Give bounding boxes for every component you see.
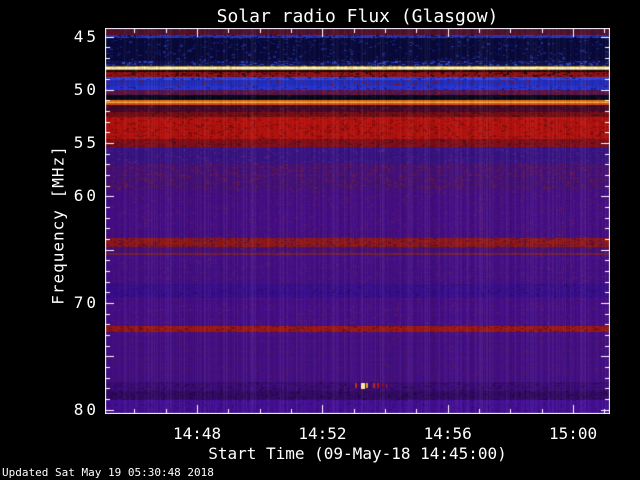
x-axis-title: Start Time (09-May-18 14:45:00) (208, 444, 507, 463)
updated-timestamp: Updated Sat May 19 05:30:48 2018 (2, 466, 214, 479)
y-tick-label: 70 (73, 292, 99, 312)
y-tick-label: 45 (73, 26, 99, 46)
y-tick-label: 80 (73, 399, 99, 419)
spectrogram-canvas (105, 28, 610, 414)
x-tick-label: 15:00 (548, 424, 598, 443)
chart-title: Solar radio Flux (Glasgow) (216, 6, 499, 27)
y-tick-label: 55 (73, 133, 99, 153)
x-tick-label: 14:48 (173, 424, 222, 443)
y-tick-label: 60 (73, 186, 99, 206)
x-tick-label: 14:56 (423, 424, 472, 443)
x-tick-label: 14:52 (298, 424, 347, 443)
y-axis-title: Frequency [MHz] (48, 145, 68, 305)
y-tick-label: 50 (73, 79, 99, 99)
